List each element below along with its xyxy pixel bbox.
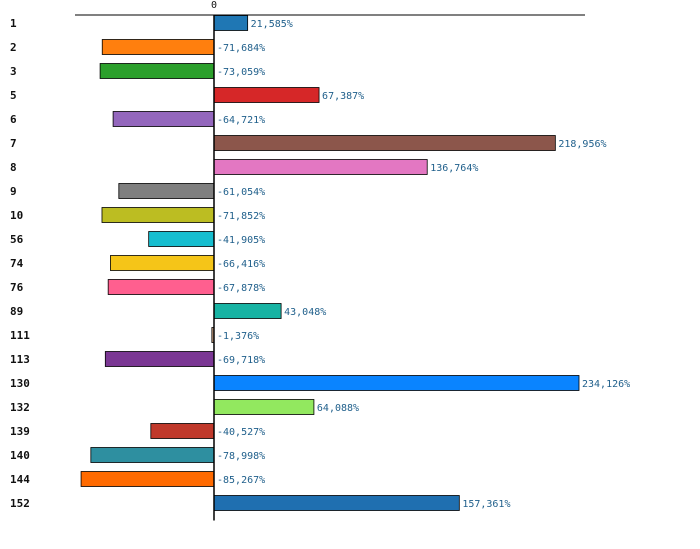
- value-label: -71,852%: [217, 211, 265, 222]
- category-label: 113: [10, 353, 30, 366]
- bars-group: 1 21,585% 2 -71,684% 3 -73,059% 5 67,387% 6 -64,7…: [10, 15, 630, 521]
- category-label: 130: [10, 377, 30, 390]
- value-label: 67,387%: [322, 91, 364, 102]
- value-label: -71,684%: [217, 43, 265, 54]
- bar: [112, 111, 215, 127]
- category-label: 6: [10, 113, 17, 126]
- value-label: 43,048%: [284, 307, 326, 318]
- value-label: -61,054%: [217, 187, 265, 198]
- bar: [213, 159, 428, 175]
- value-label: -85,267%: [217, 475, 265, 486]
- category-label: 111: [10, 329, 30, 342]
- bar: [213, 87, 320, 103]
- value-label: -64,721%: [217, 115, 265, 126]
- value-label: 157,361%: [462, 499, 510, 510]
- bar: [213, 135, 556, 151]
- value-label: -1,376%: [217, 331, 259, 342]
- value-label: 234,126%: [582, 379, 630, 390]
- category-label: 76: [10, 281, 24, 294]
- value-label: -67,878%: [217, 283, 265, 294]
- category-label: 7: [10, 137, 17, 150]
- value-label: -41,905%: [217, 235, 265, 246]
- value-label: 21,585%: [251, 19, 293, 30]
- category-label: 152: [10, 497, 30, 510]
- bar: [90, 447, 215, 463]
- category-label: 8: [10, 161, 17, 174]
- category-label: 89: [10, 305, 23, 318]
- category-label: 74: [10, 257, 24, 270]
- category-label: 10: [10, 209, 23, 222]
- bar: [213, 399, 315, 415]
- value-label: -69,718%: [217, 355, 265, 366]
- value-label: -40,527%: [217, 427, 265, 438]
- bar: [107, 279, 215, 295]
- category-label: 144: [10, 473, 30, 486]
- bar: [213, 375, 580, 391]
- bar: [213, 495, 460, 511]
- category-label: 3: [10, 65, 17, 78]
- value-label: -66,416%: [217, 259, 265, 270]
- category-label: 2: [10, 41, 17, 54]
- category-label: 140: [10, 449, 30, 462]
- bar: [101, 207, 215, 223]
- value-label: -73,059%: [217, 67, 265, 78]
- bar: [150, 423, 215, 439]
- bar: [213, 15, 249, 31]
- bar: [110, 255, 215, 271]
- bar: [213, 303, 282, 319]
- category-label: 5: [10, 89, 17, 102]
- category-label: 56: [10, 233, 24, 246]
- bar: [99, 63, 215, 79]
- bar: [101, 39, 215, 55]
- zero-tick-label: 0: [211, 0, 217, 11]
- category-label: 139: [10, 425, 30, 438]
- bar: [148, 231, 215, 247]
- value-label: 218,956%: [558, 139, 606, 150]
- category-label: 9: [10, 185, 17, 198]
- bar: [80, 471, 215, 487]
- bar: [118, 183, 215, 199]
- value-label: -78,998%: [217, 451, 265, 462]
- value-label: 64,088%: [317, 403, 359, 414]
- bar: [104, 351, 215, 367]
- value-label: 136,764%: [430, 163, 478, 174]
- category-label: 1: [10, 17, 17, 30]
- category-label: 132: [10, 401, 30, 414]
